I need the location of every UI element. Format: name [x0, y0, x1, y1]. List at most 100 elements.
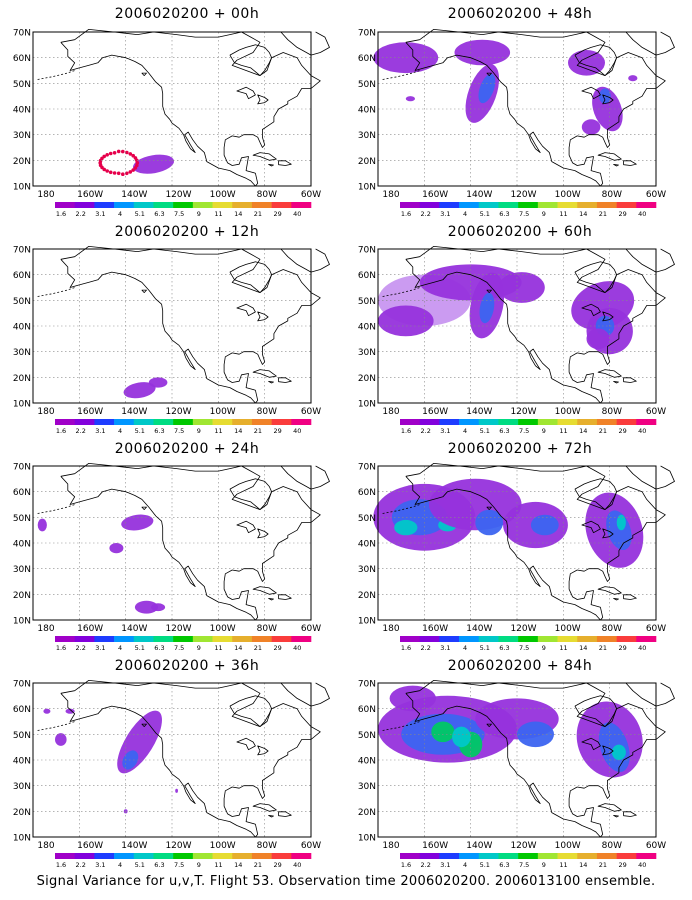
colorbar-level-label: 2.2	[76, 861, 86, 869]
coastline-cuba	[597, 152, 622, 161]
colorbar-level-label: 4	[463, 210, 467, 218]
x-axis-tick-label: 180	[37, 407, 54, 417]
colorbar-swatch	[55, 636, 75, 642]
colorbar-level-label: 5.1	[135, 210, 145, 218]
colorbar-swatch	[133, 202, 154, 208]
flight-track-marker	[108, 151, 113, 156]
colorbar-level-label: 1.6	[401, 861, 411, 869]
colorbar-level-label: 6.3	[154, 644, 164, 652]
flight-track-marker	[116, 171, 121, 176]
colorbar-swatch	[577, 636, 598, 642]
colorbar-level-label: 14	[579, 210, 587, 218]
variance-shading	[151, 603, 166, 612]
y-axis-tick-label: 10N	[13, 400, 31, 410]
colorbar-level-label: 2.2	[421, 644, 431, 652]
colorbar-swatch	[74, 853, 95, 859]
coastline-north-america	[405, 680, 666, 838]
colorbar-swatch	[478, 419, 499, 425]
colorbar-swatch	[74, 202, 95, 208]
flight-track-marker	[108, 170, 113, 175]
y-axis-tick-label: 40N	[13, 540, 31, 550]
colorbar-swatch	[114, 636, 135, 642]
colorbar-level-label: 21	[254, 210, 262, 218]
colorbar-level-label: 7.5	[174, 427, 184, 435]
x-axis-tick-label: 160W	[77, 624, 103, 634]
x-axis-tick-label: 120W	[510, 407, 536, 417]
variance-shading	[394, 519, 418, 536]
variance-shading	[475, 509, 504, 536]
colorbar-swatch	[459, 419, 480, 425]
coastal-islands	[486, 723, 492, 727]
colorbar-level-label: 4	[118, 427, 122, 435]
aleutian-islands	[382, 70, 420, 80]
x-axis-tick-label: 180	[382, 841, 399, 851]
colorbar-swatch	[173, 202, 194, 208]
colorbar-swatch	[212, 636, 233, 642]
y-axis-tick-label: 50N	[358, 80, 376, 90]
great-lakes	[236, 520, 256, 534]
great-lakes	[602, 528, 614, 539]
colorbar-swatch	[133, 419, 154, 425]
y-axis-tick-label: 20N	[358, 591, 376, 601]
y-axis-tick-label: 60N	[13, 271, 31, 281]
colorbar-swatch	[518, 419, 539, 425]
colorbar-swatch	[94, 853, 115, 859]
coastline-jamaica	[268, 598, 274, 601]
colorbar-swatch	[212, 202, 233, 208]
colorbar-level-label: 7.5	[174, 644, 184, 652]
colorbar-level-label: 11	[214, 210, 222, 218]
colorbar-swatch	[498, 853, 519, 859]
map-panel-24h: 70N 60N 50N 40N 30N 20N 10N 180 160W 140W 120W 100W…	[13, 463, 330, 652]
colorbar-level-label: 1.6	[56, 210, 66, 218]
colorbar-level-label: 2.2	[76, 644, 86, 652]
x-axis-tick-label: 140W	[121, 841, 147, 851]
variance-shading	[586, 328, 610, 350]
colorbar-level-label: 21	[254, 427, 262, 435]
flight-track-marker	[128, 152, 133, 156]
great-lakes	[602, 94, 614, 105]
colorbar-swatch	[251, 636, 272, 642]
colorbar-swatch	[400, 202, 420, 208]
y-axis-tick-label: 20N	[13, 157, 31, 167]
aleutian-islands	[382, 721, 420, 731]
y-axis-tick-label: 70N	[13, 246, 31, 256]
colorbar-level-label: 5.1	[480, 210, 490, 218]
coastline-hispaniola	[278, 160, 292, 166]
colorbar-level-label: 29	[273, 644, 281, 652]
colorbar-level-label: 9	[197, 210, 201, 218]
colorbar-swatch	[232, 853, 253, 859]
variance-shading	[611, 744, 626, 760]
coastline-hudson-bay	[229, 695, 272, 727]
colorbar-level-label: 29	[618, 644, 626, 652]
great-lakes	[236, 303, 256, 317]
colorbar-level-label: 6.3	[154, 427, 164, 435]
colorbar-level-label: 3.1	[95, 210, 105, 218]
y-axis-tick-label: 30N	[13, 348, 31, 358]
y-axis-tick-label: 60N	[13, 488, 31, 498]
colorbar-swatch	[459, 636, 480, 642]
aleutian-islands	[37, 504, 75, 514]
panel-title-12h: 2006020200 + 12h	[114, 224, 260, 240]
y-axis-tick-label: 60N	[358, 705, 376, 715]
colorbar-level-label: 40	[638, 427, 646, 435]
y-axis-tick-label: 30N	[358, 782, 376, 792]
coastal-islands	[486, 72, 492, 76]
map-panel-36h: 70N 60N 50N 40N 30N 20N 10N 180 160W 140W 120W 100W…	[13, 680, 330, 869]
colorbar-level-label: 21	[254, 861, 262, 869]
colorbar-swatch	[518, 202, 539, 208]
colorbar-swatch	[94, 636, 115, 642]
colorbar-level-label: 6.3	[499, 861, 509, 869]
colorbar-level-label: 29	[273, 861, 281, 869]
x-axis-tick-label: 180	[382, 624, 399, 634]
colorbar-level-label: 40	[638, 861, 646, 869]
coastline-cuba	[597, 586, 622, 595]
colorbar-swatch	[498, 636, 519, 642]
coastline-hispaniola	[623, 377, 637, 383]
x-axis-tick-label: 120W	[165, 407, 191, 417]
colorbar-level-label: 14	[579, 644, 587, 652]
colorbar-level-label: 29	[273, 427, 281, 435]
colorbar-swatch	[518, 636, 539, 642]
flight-track-marker	[121, 172, 125, 176]
colorbar-swatch	[251, 202, 272, 208]
y-axis-tick-label: 70N	[358, 463, 376, 473]
